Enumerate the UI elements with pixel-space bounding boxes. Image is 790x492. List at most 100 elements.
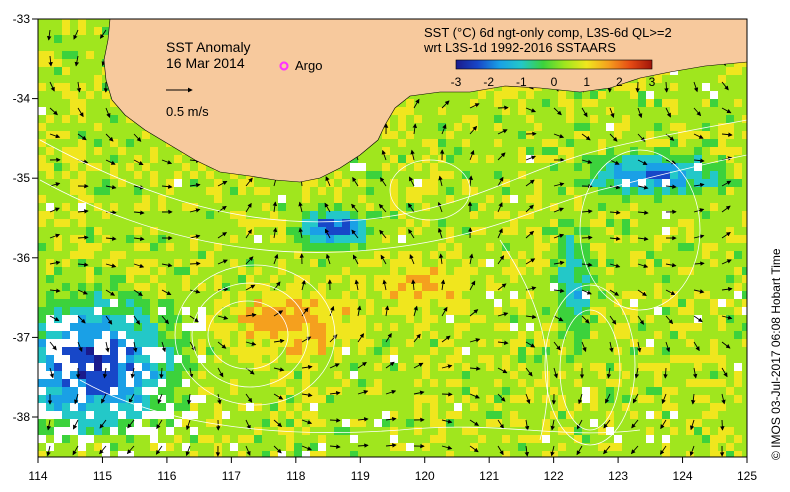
current-arrow: [637, 107, 643, 119]
current-arrow: [105, 184, 117, 190]
current-arrow: [609, 315, 617, 325]
current-arrow: [441, 335, 451, 343]
current-arrow: [245, 393, 253, 403]
current-arrow: [553, 341, 561, 351]
current-arrow: [49, 288, 61, 293]
current-arrow: [105, 263, 117, 268]
current-arrow: [189, 234, 201, 239]
current-arrow: [413, 362, 424, 369]
current-arrow: [385, 332, 392, 343]
map-title: SST Anomaly: [166, 39, 251, 55]
current-arrow: [721, 315, 733, 320]
current-arrow: [609, 289, 620, 296]
current-arrow: [413, 333, 421, 343]
current-arrow: [441, 392, 453, 397]
current-arrow: [721, 286, 733, 292]
current-arrow: [497, 340, 509, 345]
current-arrow: [469, 366, 481, 371]
colorbar-tick-label: -3: [451, 75, 462, 89]
y-tick-label: -37: [13, 330, 31, 344]
current-arrow: [188, 367, 194, 379]
current-arrow: [357, 390, 369, 395]
current-arrow: [692, 367, 698, 379]
current-arrow: [661, 393, 667, 404]
current-arrow: [469, 280, 476, 291]
x-tick-label: 122: [544, 469, 564, 483]
current-arrow: [217, 367, 224, 378]
current-arrow: [46, 419, 52, 431]
current-arrow: [77, 209, 89, 214]
current-arrow: [637, 289, 647, 297]
current-arrow: [325, 176, 331, 187]
current-arrow: [469, 393, 480, 399]
current-arrow: [693, 81, 699, 93]
current-arrow: [301, 392, 313, 398]
current-arrow: [553, 367, 558, 379]
current-arrow: [49, 133, 61, 139]
current-arrow: [637, 159, 648, 165]
current-arrow: [159, 367, 164, 379]
current-arrow: [689, 445, 695, 457]
current-arrow: [72, 445, 79, 456]
current-arrow: [245, 177, 253, 187]
current-arrow: [663, 367, 668, 379]
current-arrow: [357, 443, 369, 448]
x-tick-label: 117: [222, 469, 241, 483]
current-arrow: [497, 367, 508, 374]
current-arrow: [273, 367, 285, 372]
current-arrow: [721, 107, 732, 114]
current-arrow: [74, 393, 79, 405]
current-arrow: [497, 445, 504, 456]
current-arrow: [76, 81, 82, 93]
current-arrow: [407, 203, 415, 213]
current-arrow: [581, 341, 587, 352]
current-arrow: [689, 419, 695, 431]
current-arrow: [105, 159, 116, 165]
current-arrow: [161, 341, 167, 353]
current-arrow: [378, 203, 387, 213]
x-tick-label: 116: [157, 469, 176, 483]
current-arrow: [301, 336, 312, 343]
current-arrow: [356, 305, 362, 317]
current-arrow: [245, 312, 257, 318]
current-arrow: [577, 393, 583, 405]
current-arrow: [217, 393, 222, 405]
current-arrow: [161, 184, 173, 189]
current-arrow: [525, 393, 531, 405]
current-arrow: [469, 338, 481, 343]
current-arrow: [524, 445, 530, 457]
current-arrow: [693, 208, 705, 213]
current-arrow: [693, 107, 702, 117]
current-arrow: [77, 289, 88, 295]
current-arrow: [525, 341, 536, 348]
current-arrow: [189, 315, 199, 323]
current-arrow: [161, 315, 169, 325]
current-arrow: [105, 107, 111, 118]
current-arrow: [99, 445, 107, 455]
current-arrow: [660, 419, 667, 430]
current-arrow: [469, 150, 475, 161]
current-arrow: [301, 307, 309, 317]
current-arrow: [609, 210, 621, 215]
current-arrow: [127, 419, 135, 429]
current-arrow: [721, 132, 733, 137]
colorbar-tick-label: -2: [483, 75, 494, 89]
current-arrow: [298, 227, 303, 239]
current-arrow: [351, 203, 359, 213]
current-arrow: [325, 253, 331, 265]
current-arrow: [525, 258, 536, 265]
current-arrow: [357, 333, 365, 343]
current-arrow: [497, 228, 503, 239]
current-arrow: [497, 312, 509, 317]
current-arrow: [636, 341, 642, 353]
current-arrow: [441, 100, 450, 109]
current-arrow: [525, 314, 537, 320]
product-title-line2: wrt L3S-1d 1992-2016 SSTAARS: [423, 40, 616, 55]
current-arrow: [49, 107, 58, 116]
current-arrow: [525, 155, 536, 161]
current-arrow: [105, 236, 117, 241]
current-arrow: [721, 205, 731, 213]
current-arrow: [637, 263, 649, 269]
current-arrow: [553, 207, 564, 213]
current-arrow: [133, 315, 141, 325]
